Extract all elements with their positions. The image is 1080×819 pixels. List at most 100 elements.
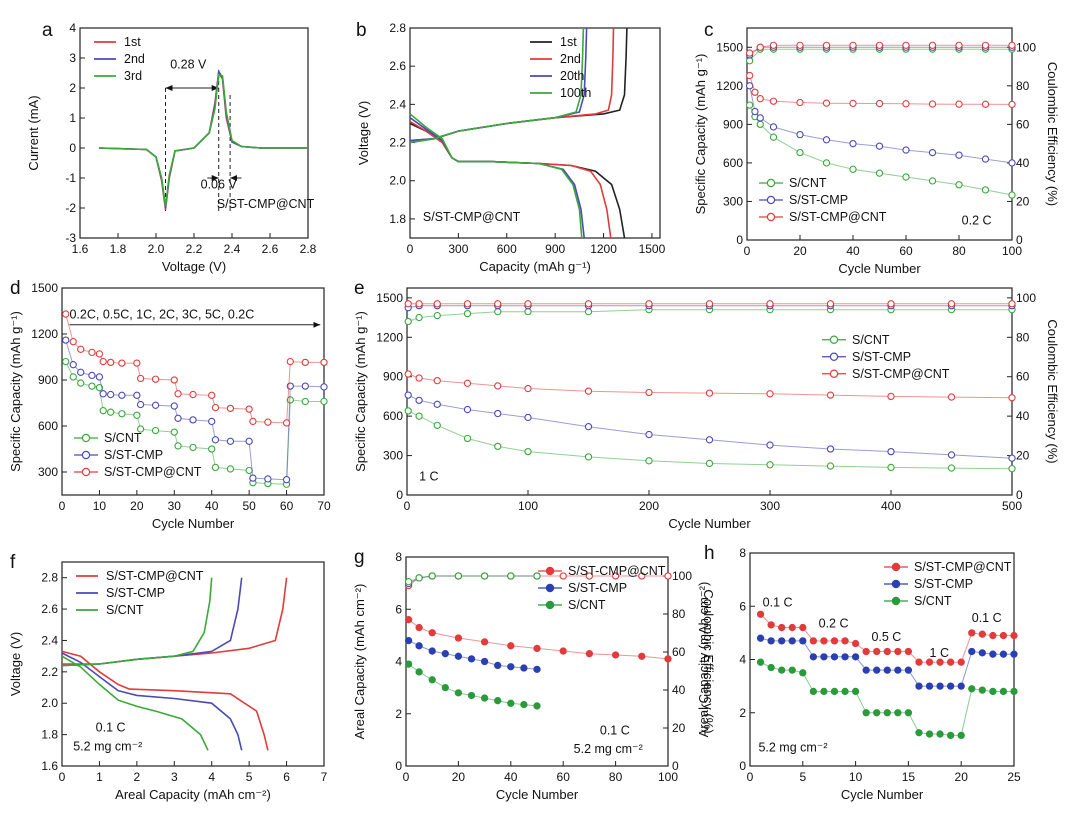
x-tick-label: 6 — [283, 770, 290, 784]
data-point — [320, 383, 328, 391]
x-tick-label: 2.4 — [224, 242, 241, 256]
data-point — [170, 402, 178, 410]
data-point — [1008, 191, 1016, 199]
annotation-text: 5.2 mg cm⁻² — [758, 740, 827, 754]
x-tick-label: 100 — [1002, 244, 1022, 258]
data-point — [301, 382, 309, 390]
x-tick-label: 1 — [96, 770, 103, 784]
series-line-1st — [409, 27, 628, 144]
data-point — [494, 697, 502, 705]
data-point — [524, 447, 532, 456]
data-point — [62, 310, 70, 318]
annotation-text: 0.1 C — [972, 611, 1002, 625]
data-point — [494, 409, 502, 418]
data-point — [756, 95, 764, 103]
data-point — [507, 642, 515, 650]
y-tick-label: 900 — [383, 370, 403, 384]
data-point — [705, 459, 714, 468]
data-point — [433, 300, 441, 308]
data-point — [820, 653, 828, 661]
data-point — [883, 709, 891, 717]
data-point — [189, 390, 197, 399]
data-point — [585, 572, 594, 580]
data-point — [705, 300, 714, 308]
x-tick-label: 15 — [902, 770, 916, 784]
data-point — [404, 407, 412, 415]
x-axis-label: Cycle Number — [668, 516, 751, 531]
y-tick-label: 600 — [38, 419, 58, 433]
data-point — [887, 447, 895, 456]
data-point — [507, 663, 515, 671]
data-point — [226, 404, 235, 413]
data-point — [766, 300, 774, 308]
legend-label: 20th — [560, 69, 584, 83]
x-tick-label: 50 — [242, 499, 256, 513]
data-point — [467, 655, 476, 663]
data-point — [902, 41, 910, 49]
data-point — [664, 572, 672, 580]
data-point — [751, 88, 759, 96]
y-axis-label: Specific Capacity (mAh g⁻¹) — [693, 54, 708, 215]
data-point — [756, 43, 764, 51]
legend-label: 2nd — [560, 52, 581, 66]
data-point — [211, 436, 220, 444]
y-tick-label: 2.4 — [41, 633, 58, 647]
y-axis-label: Areal Capacity (mAh cm⁻²) — [696, 582, 711, 738]
y-tick-label: 2.2 — [389, 136, 406, 150]
data-point — [788, 666, 796, 674]
legend-label: S/ST-CMP — [789, 193, 848, 207]
data-point — [894, 709, 902, 717]
panel-label-g: g — [354, 547, 365, 568]
x-tick-label: 10 — [93, 499, 107, 513]
annotation-text: 0.2C, 0.5C, 1C, 2C, 3C, 5C, 0.2C — [69, 308, 254, 322]
data-point — [189, 443, 197, 452]
data-point — [611, 651, 620, 659]
legend-marker — [766, 195, 776, 205]
data-point — [249, 474, 257, 482]
data-point — [851, 653, 860, 661]
legend-label: S/CNT — [568, 598, 606, 612]
annotation-text: 0.06 V — [201, 178, 238, 192]
legend-marker — [891, 579, 901, 589]
data-point — [999, 687, 1008, 696]
data-point — [494, 661, 502, 670]
data-point — [507, 572, 515, 580]
y2-tick-label: 40 — [1016, 156, 1030, 170]
annotation-text: 0.28 V — [170, 58, 207, 72]
data-point — [69, 373, 77, 381]
data-point — [851, 639, 860, 648]
series-line-s-cnt — [61, 577, 213, 667]
x-tick-label: 0 — [407, 242, 414, 256]
y-tick-label: 6 — [395, 602, 402, 616]
data-point — [955, 100, 963, 108]
data-point — [533, 665, 541, 673]
data-point — [904, 647, 913, 656]
y-tick-label: 2 — [69, 81, 76, 95]
data-point — [947, 300, 956, 308]
data-point — [1008, 41, 1016, 49]
y2-tick-label: 60 — [672, 645, 686, 659]
y-tick-label: 0 — [396, 488, 403, 502]
data-point — [88, 348, 96, 357]
data-point — [245, 405, 253, 413]
series-trace — [749, 75, 1013, 105]
data-point — [174, 442, 182, 450]
data-point — [151, 375, 160, 383]
data-point — [946, 658, 955, 666]
data-point — [978, 649, 986, 657]
data-point — [822, 159, 831, 167]
data-point — [904, 666, 913, 674]
legend-label: 100th — [560, 86, 591, 100]
data-point — [88, 371, 96, 380]
y-tick-label: 300 — [383, 449, 403, 463]
annotation-text: 0.1 C — [763, 595, 793, 609]
data-point — [875, 99, 884, 108]
data-point — [533, 572, 541, 580]
plot-frame — [406, 287, 1013, 496]
data-point — [428, 572, 436, 580]
legend-label: S/ST-CMP@CNT — [106, 569, 204, 583]
data-point — [989, 687, 997, 696]
data-point — [894, 647, 902, 656]
legend-marker — [829, 369, 839, 378]
data-point — [584, 300, 593, 308]
